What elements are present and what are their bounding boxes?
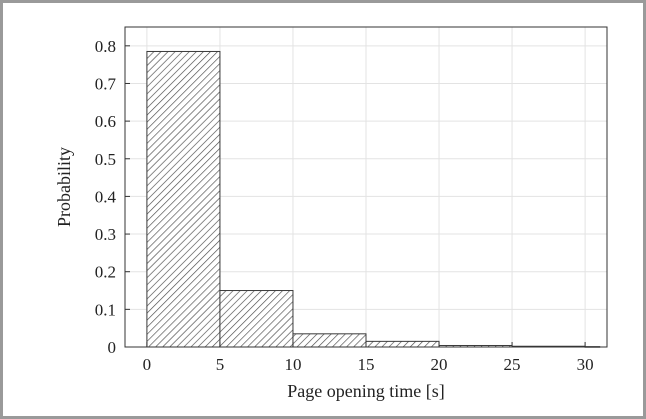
y-tick-label: 0.5 [95,150,116,169]
y-tick-label: 0.7 [95,74,117,93]
histogram-bar-0 [146,50,221,348]
histogram-bar-1 [219,290,294,348]
x-tick-label: 30 [577,355,594,374]
x-tick-label: 20 [431,355,448,374]
histogram-bar-3 [365,340,440,348]
axes [124,26,608,348]
histogram-bar-2 [292,333,367,348]
x-tick-label: 25 [504,355,521,374]
y-tick-label: 0 [108,338,117,357]
y-axis-label: Probability [54,147,74,227]
y-tick-label: 0.4 [95,187,117,206]
y-tick-label: 0.2 [95,263,116,282]
y-tick-label: 0.3 [95,225,116,244]
y-tick-label: 0.6 [95,112,116,131]
x-tick-label: 15 [358,355,375,374]
x-tick-label: 0 [143,355,152,374]
x-tick-label: 5 [216,355,225,374]
tick-labels: 0 5 10 15 20 25 30 0 0.1 0.2 0.3 0.4 0.5 0.6 0.7 0.8 [95,37,594,374]
x-axis-label: Page opening time [s] [287,381,444,401]
y-tick-label: 0.8 [95,37,116,56]
y-tick-label: 0.1 [95,300,116,319]
histogram-bars [146,50,601,348]
x-tick-label: 10 [284,355,301,374]
